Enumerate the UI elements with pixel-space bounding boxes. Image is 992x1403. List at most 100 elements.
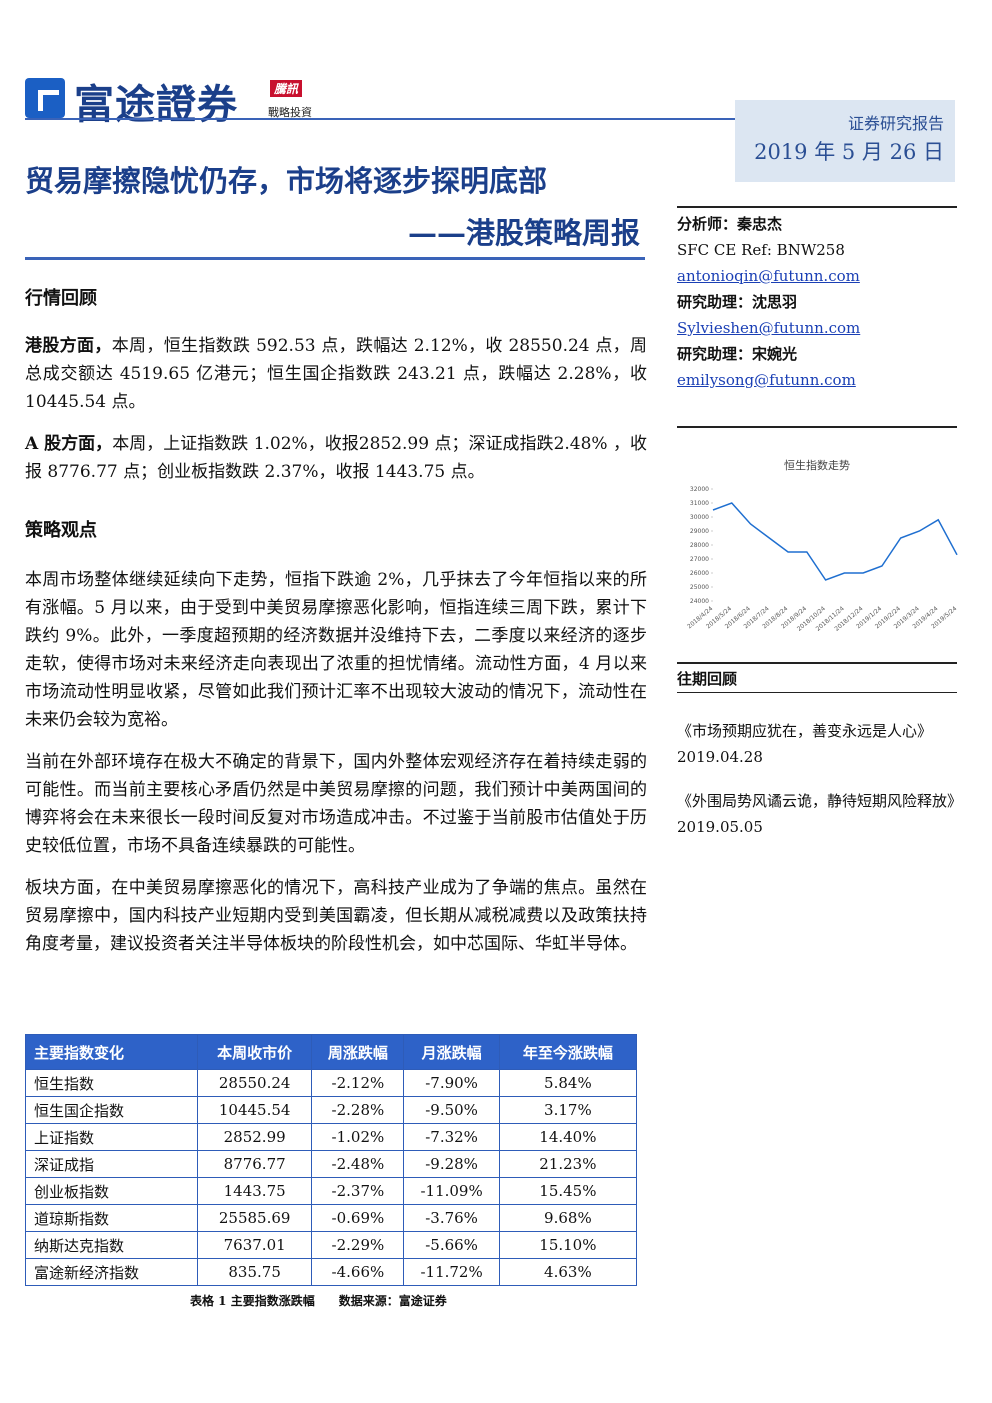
cell: -11.09% xyxy=(403,1177,500,1205)
section-heading: 策略观点 xyxy=(25,520,97,541)
header-cell: 月涨跌幅 xyxy=(403,1034,500,1070)
email[interactable]: antonioqin@futunn.com xyxy=(677,267,860,285)
name: 宋婉光 xyxy=(752,345,798,363)
table-row: 道琼斯指数 25585.69 -0.69% -3.76% 9.68% xyxy=(25,1204,638,1232)
cell: 25585.69 xyxy=(196,1204,313,1232)
table-row: 深证成指 8776.77 -2.48% -9.28% 21.23% xyxy=(25,1150,638,1178)
cell: 深证成指 xyxy=(25,1150,198,1178)
y-tick-label: 31000 xyxy=(690,500,709,507)
strategy: 本周市场整体继续延续向下走势，恒指下跌逾 2%，几乎抹去了今年恒指以来的所有涨幅… xyxy=(25,566,647,972)
cell: 21.23% xyxy=(498,1150,638,1178)
report-type: 证券研究报告 xyxy=(847,114,944,133)
section-heading: 行情回顾 xyxy=(25,288,97,309)
cell: 10445.54 xyxy=(196,1096,313,1124)
y-tick-label: 32000 xyxy=(690,486,709,493)
badge-sub: 戰略投資 xyxy=(268,106,312,119)
cell: -0.69% xyxy=(311,1204,405,1232)
paragraph: 板块方面，在中美贸易摩擦恶化的情况下，高科技产业成为了争端的焦点。虽然在贸易摩擦… xyxy=(25,878,647,954)
past-reviews: 《市场预期应犹在，善变永远是人心》2019.04.28 《外围局势风谲云诡，静待… xyxy=(677,718,957,858)
past-item: 《外围局势风谲云诡，静待短期风险释放》2019.05.05 xyxy=(677,792,955,836)
text: 本周，恒生指数跌 592.53 点，跌幅达 2.12%，收 28550.24 点… xyxy=(25,336,648,412)
cell: 15.10% xyxy=(498,1231,638,1259)
side-rule xyxy=(677,692,957,693)
assistant: 研究助理：沈思羽 xyxy=(677,289,957,315)
lead: A 股方面， xyxy=(25,434,113,454)
cell: 5.84% xyxy=(498,1069,638,1097)
cell: 8776.77 xyxy=(196,1150,313,1178)
table-row: 富途新经济指数 835.75 -4.66% -11.72% 4.63% xyxy=(25,1258,638,1286)
cell: 道琼斯指数 xyxy=(25,1204,198,1232)
side-rule xyxy=(677,426,957,428)
cell: 1443.75 xyxy=(196,1177,313,1205)
cell: 4.63% xyxy=(498,1258,638,1286)
cell: -11.72% xyxy=(403,1258,500,1286)
cell: -5.66% xyxy=(403,1231,500,1259)
cell: -9.28% xyxy=(403,1150,500,1178)
header-rule xyxy=(25,118,735,120)
chart: 恒生指数走势 24000 25000 26000 27000 28000 29000 300… xyxy=(686,458,958,633)
header-box xyxy=(735,100,955,182)
side-rule xyxy=(677,662,957,664)
line xyxy=(712,502,958,581)
paragraph: A 股方面，本周，上证指数跌 1.02%，收报2852.99 点；深证成指跌2.… xyxy=(25,430,647,486)
cell: 835.75 xyxy=(196,1258,313,1286)
caption-text: 表格 1 主要指数涨跌幅 xyxy=(190,1294,315,1308)
name: 沈思羽 xyxy=(752,293,798,311)
paragraph: 港股方面，本周，恒生指数跌 592.53 点，跌幅达 2.12%，收 28550… xyxy=(25,332,647,416)
label: 研究助理： xyxy=(677,293,753,311)
label: 研究助理： xyxy=(677,345,753,363)
table-row: 上证指数 2852.99 -1.02% -7.32% 14.40% xyxy=(25,1123,638,1151)
index-table: 主要指数变化 本周收市价 周涨跌幅 月涨跌幅 年至今涨跌幅 恒生指数 28550.24 -2… xyxy=(25,1034,638,1286)
caption: 表格 1 主要指数涨跌幅 数据来源：富途证券 xyxy=(190,1292,447,1309)
subtitle: ——港股策略周报 xyxy=(407,216,640,250)
title-rule xyxy=(25,257,645,260)
table-row: 恒生指数 28550.24 -2.12% -7.90% 5.84% xyxy=(25,1069,638,1097)
past-item: 《市场预期应犹在，善变永远是人心》2019.04.28 xyxy=(677,722,933,766)
cell: 14.40% xyxy=(498,1123,638,1151)
email[interactable]: Sylvieshen@futunn.com xyxy=(677,319,861,337)
cell: -1.02% xyxy=(311,1123,405,1151)
market-review: 港股方面，本周，恒生指数跌 592.53 点，跌幅达 2.12%，收 28550… xyxy=(25,332,647,500)
cell: 上证指数 xyxy=(25,1123,198,1151)
analyst: 分析师：秦忠杰 xyxy=(677,211,957,237)
table-row: 纳斯达克指数 7637.01 -2.29% -5.66% 15.10% xyxy=(25,1231,638,1259)
text: 本周，上证指数跌 1.02%，收报2852.99 点；深证成指跌2.48% ，收… xyxy=(25,434,648,482)
cell: -2.28% xyxy=(311,1096,405,1124)
cell: 恒生国企指数 xyxy=(25,1096,198,1124)
name: 秦忠杰 xyxy=(737,215,783,233)
side-rule xyxy=(677,206,957,208)
paragraph: 本周市场整体继续延续向下走势，恒指下跌逾 2%，几乎抹去了今年恒指以来的所有涨幅… xyxy=(25,570,647,730)
logo-icon xyxy=(25,78,65,118)
cell: -2.48% xyxy=(311,1150,405,1178)
y-tick-label: 24000 xyxy=(690,598,709,605)
header-cell: 年至今涨跌幅 xyxy=(498,1034,638,1070)
paragraph: 当前在外部环境存在极大不确定的背景下，国内外整体宏观经济存在着持续走弱的可能性。… xyxy=(25,752,647,856)
lead: 港股方面， xyxy=(25,336,112,356)
ref: SFC CE Ref: BNW258 xyxy=(677,241,845,259)
cell: 富途新经济指数 xyxy=(25,1258,198,1286)
cell: 纳斯达克指数 xyxy=(25,1231,198,1259)
cell: -4.66% xyxy=(311,1258,405,1286)
chart-title: 恒生指数走势 xyxy=(784,458,850,472)
cell: 7637.01 xyxy=(196,1231,313,1259)
y-tick-label: 29000 xyxy=(690,528,709,535)
table-row: 创业板指数 1443.75 -2.37% -11.09% 15.45% xyxy=(25,1177,638,1205)
cell: 3.17% xyxy=(498,1096,638,1124)
cell: -7.32% xyxy=(403,1123,500,1151)
past-heading: 往期回顾 xyxy=(677,670,738,688)
header-cell: 本周收市价 xyxy=(196,1034,313,1070)
email[interactable]: emilysong@futunn.com xyxy=(677,371,856,389)
y-tick-label: 27000 xyxy=(690,556,709,563)
cell: -2.12% xyxy=(311,1069,405,1097)
header-cell: 周涨跌幅 xyxy=(311,1034,405,1070)
cell: -7.90% xyxy=(403,1069,500,1097)
cell: 28550.24 xyxy=(196,1069,313,1097)
table-row: 恒生国企指数 10445.54 -2.28% -9.50% 3.17% xyxy=(25,1096,638,1124)
caption-source: 数据来源：富途证券 xyxy=(338,1294,447,1308)
assistant: 研究助理：宋婉光 xyxy=(677,341,957,367)
report-date: 2019 年 5 月 26 日 xyxy=(754,140,944,164)
table-body: 恒生指数 28550.24 -2.12% -7.90% 5.84% 恒生国企指数 10445… xyxy=(25,1069,638,1286)
cell: 2852.99 xyxy=(196,1123,313,1151)
logo-text: 富途證券 xyxy=(74,82,238,128)
